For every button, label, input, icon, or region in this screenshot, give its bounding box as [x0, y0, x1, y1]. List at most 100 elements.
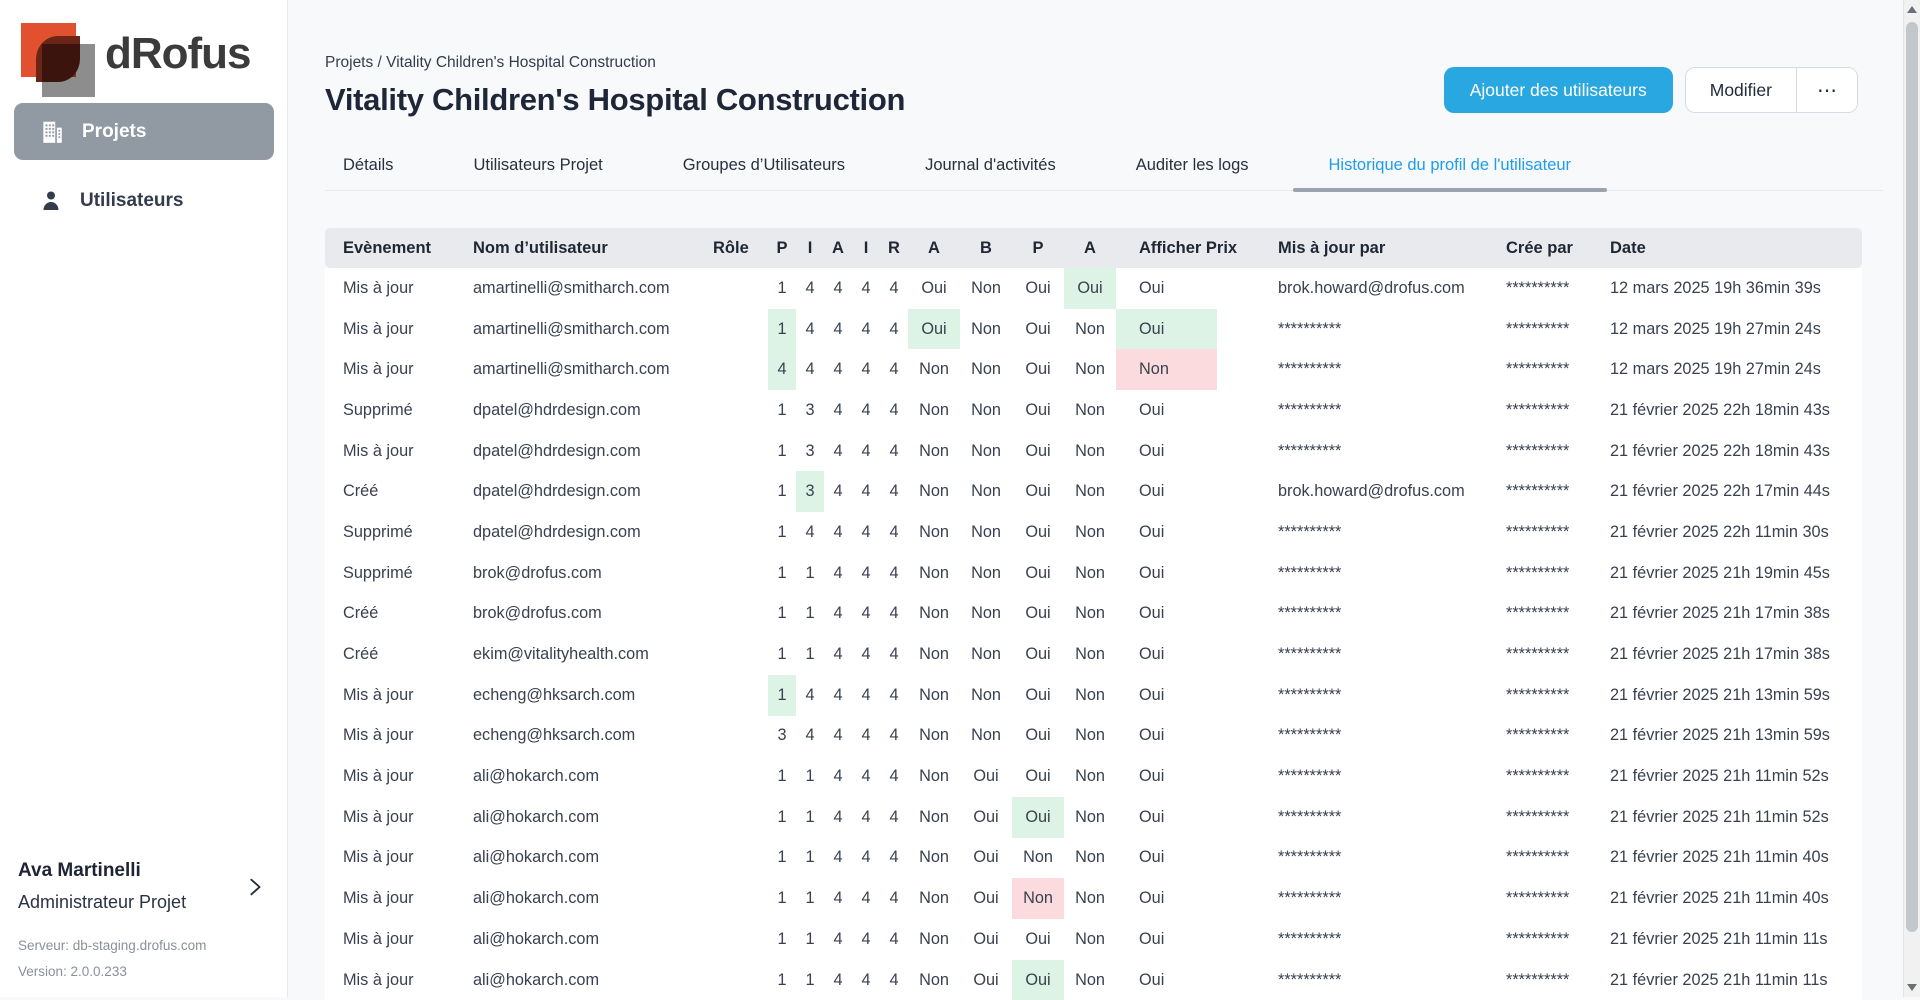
table-row: Mis à jour dpatel@hdrdesign.com 1 3 4 4 4 Non No…: [325, 431, 1862, 472]
cell-a1: 4: [833, 400, 843, 419]
col-header-b: B: [980, 238, 992, 257]
cell-a3: Non: [1075, 604, 1105, 623]
cell-i1: 1: [805, 970, 815, 989]
cell-role: [713, 756, 768, 797]
cell-a2: Non: [919, 482, 949, 501]
scrollbar-up-arrow-icon[interactable]: [1907, 6, 1917, 13]
breadcrumb[interactable]: Projets / Vitality Children's Hospital C…: [325, 54, 656, 71]
chevron-right-icon[interactable]: [244, 872, 266, 902]
table-row: Créé dpatel@hdrdesign.com 1 3 4 4 4 Non Non Oui No…: [325, 471, 1862, 513]
cell-date: 21 février 2025 21h 13min 59s: [1610, 726, 1830, 745]
cell-p1: 1: [777, 929, 787, 948]
col-header-a2: A: [928, 238, 940, 257]
cell-created-by: **********: [1506, 685, 1570, 704]
cell-created-by: **********: [1506, 360, 1570, 379]
cell-prix: Oui: [1139, 563, 1165, 582]
col-header-p2: P: [1032, 238, 1044, 257]
cell-r1: 4: [889, 400, 899, 419]
cell-created-by: **********: [1506, 726, 1570, 745]
cell-role: [713, 634, 768, 675]
cell-user: ali@hokarch.com: [473, 807, 600, 826]
cell-user: ali@hokarch.com: [473, 889, 600, 908]
cell-i2: 4: [861, 685, 871, 704]
cell-r1: 4: [889, 645, 899, 664]
cell-a2: Non: [919, 604, 949, 623]
cell-i1: 1: [805, 929, 815, 948]
cell-i2: 4: [861, 441, 871, 460]
building-icon: [39, 119, 65, 145]
col-header-updated-by: Mis à jour par: [1278, 238, 1386, 257]
cell-prix: Oui: [1139, 929, 1165, 948]
cell-date: 21 février 2025 21h 13min 59s: [1610, 685, 1830, 704]
cell-created-by: **********: [1506, 645, 1570, 664]
cell-a2: Non: [919, 360, 949, 379]
cell-a2: Non: [919, 970, 949, 989]
main-content: Projets / Vitality Children's Hospital C…: [289, 0, 1903, 1000]
cell-created-by: **********: [1506, 604, 1570, 623]
table-row: Mis à jour amartinelli@smitharch.com 1 4 4 4 4…: [325, 268, 1862, 309]
cell-a1: 4: [833, 604, 843, 623]
cell-p2: Oui: [1025, 441, 1051, 460]
cell-created-by: **********: [1506, 807, 1570, 826]
cell-event: Créé: [343, 645, 379, 664]
table-row: Mis à jour amartinelli@smitharch.com 4 4 4 4 4…: [325, 349, 1862, 391]
current-user-name: Ava Martinelli: [18, 860, 141, 881]
cell-event: Mis à jour: [343, 726, 414, 745]
cell-p2: Oui: [1025, 319, 1051, 338]
cell-i1: 1: [805, 767, 815, 786]
tab-details[interactable]: Détails: [343, 155, 394, 174]
cell-date: 21 février 2025 21h 11min 52s: [1610, 767, 1829, 786]
cell-user: dpatel@hdrdesign.com: [473, 482, 641, 501]
cell-a2: Non: [919, 563, 949, 582]
tab-historique-profil-utilisateur[interactable]: Historique du profil de l'utilisateur: [1292, 140, 1607, 192]
cell-i2: 4: [861, 319, 871, 338]
cell-user: amartinelli@smitharch.com: [473, 360, 670, 379]
cell-updated-by: **********: [1278, 441, 1342, 460]
more-options-button[interactable]: ⋯: [1797, 68, 1857, 112]
cell-a3: Non: [1075, 522, 1105, 541]
cell-p2: Oui: [1025, 767, 1051, 786]
cell-prix: Oui: [1139, 807, 1165, 826]
col-header-role: Rôle: [713, 238, 749, 257]
cell-i2: 4: [861, 522, 871, 541]
cell-a3: Non: [1075, 482, 1105, 501]
table-row: Mis à jour ali@hokarch.com 1 1 4 4 4 Non Oui Non N…: [325, 878, 1862, 919]
cell-b: Oui: [973, 970, 999, 989]
modify-button[interactable]: Modifier: [1686, 68, 1796, 112]
sidebar-item-projets[interactable]: Projets: [14, 103, 274, 160]
current-user-block[interactable]: Ava Martinelli Administrateur Projet: [18, 860, 272, 913]
cell-b: Non: [971, 360, 1001, 379]
cell-event: Mis à jour: [343, 848, 414, 867]
tab-journal-activites[interactable]: Journal d'activités: [925, 155, 1056, 174]
cell-event: Créé: [343, 482, 379, 501]
cell-prix: Non: [1116, 349, 1278, 391]
cell-r1: 4: [889, 685, 899, 704]
cell-updated-by: **********: [1278, 807, 1342, 826]
add-users-button[interactable]: Ajouter des utilisateurs: [1443, 67, 1673, 113]
scrollbar-down-arrow-icon[interactable]: [1907, 984, 1917, 991]
sidebar-item-label: Utilisateurs: [80, 189, 184, 211]
table-row: Mis à jour echeng@hksarch.com 3 4 4 4 4 Non Non O…: [325, 716, 1862, 757]
cell-a3: Non: [1075, 807, 1105, 826]
vertical-scrollbar[interactable]: [1903, 0, 1920, 997]
cell-p1: 1: [768, 308, 796, 350]
cell-user: brok@drofus.com: [473, 604, 602, 623]
cell-p1: 1: [777, 278, 787, 297]
cell-b: Non: [971, 400, 1001, 419]
tab-groupes-utilisateurs[interactable]: Groupes d’Utilisateurs: [682, 155, 846, 174]
cell-i2: 4: [861, 889, 871, 908]
cell-r1: 4: [889, 970, 899, 989]
cell-p2: Oui: [1012, 796, 1064, 838]
scrollbar-thumb[interactable]: [1906, 22, 1918, 932]
cell-date: 21 février 2025 21h 11min 11s: [1610, 970, 1828, 989]
sidebar-item-utilisateurs[interactable]: Utilisateurs: [14, 172, 274, 229]
table-row: Mis à jour ali@hokarch.com 1 1 4 4 4 Non Oui Oui N…: [325, 796, 1862, 838]
cell-role: [713, 349, 768, 390]
cell-i1: 1: [805, 807, 815, 826]
sidebar-item-label: Projets: [82, 120, 147, 142]
tab-auditer-les-logs[interactable]: Auditer les logs: [1135, 155, 1249, 174]
tab-utilisateurs-projet[interactable]: Utilisateurs Projet: [473, 155, 603, 174]
cell-a3: Non: [1075, 400, 1105, 419]
cell-a2: Non: [919, 400, 949, 419]
cell-a3: Non: [1075, 645, 1105, 664]
